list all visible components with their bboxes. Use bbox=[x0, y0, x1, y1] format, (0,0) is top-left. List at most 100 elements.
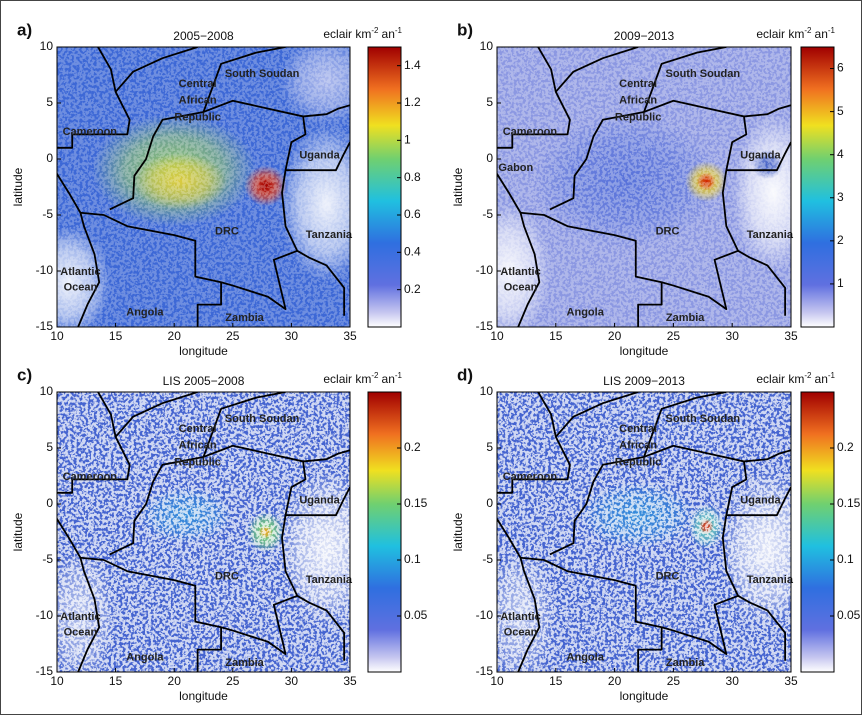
border bbox=[202, 47, 286, 113]
border bbox=[97, 47, 131, 136]
place-label: DRC bbox=[656, 571, 680, 583]
place-label: Republic bbox=[615, 111, 661, 123]
place-label: Cameroon bbox=[63, 471, 118, 483]
border bbox=[296, 250, 346, 316]
unit-part: an bbox=[382, 27, 395, 41]
map-title: 2005−2008 bbox=[173, 29, 234, 43]
unit-part: eclair km bbox=[756, 27, 804, 41]
x-tick-label: 30 bbox=[285, 674, 299, 688]
border bbox=[743, 104, 791, 118]
y-tick-label: 5 bbox=[486, 440, 493, 454]
border bbox=[303, 449, 350, 463]
speckle bbox=[57, 47, 350, 327]
place-label: Ocean bbox=[64, 627, 98, 639]
x-axis-label: longitude bbox=[620, 689, 669, 703]
border bbox=[114, 47, 198, 93]
colorbar-tick-label: 0.1 bbox=[837, 552, 854, 566]
colorbar-tick-label: 4 bbox=[837, 147, 844, 161]
unit-label: eclair km-2 an-1 bbox=[756, 26, 835, 41]
unit-label: eclair km-2 an-1 bbox=[756, 371, 835, 386]
colorbar-tick-label: 1.4 bbox=[404, 58, 421, 72]
panel-letter: c) bbox=[17, 365, 32, 384]
border bbox=[114, 392, 198, 438]
place-label: Republic bbox=[615, 456, 661, 468]
border bbox=[520, 444, 748, 655]
border bbox=[80, 444, 307, 655]
colorbar-tick-label: 1.2 bbox=[404, 95, 421, 109]
unit-part: -2 bbox=[804, 371, 812, 380]
place-label: Ocean bbox=[64, 282, 98, 294]
y-tick-label: 5 bbox=[46, 440, 53, 454]
colorbar-tick-label: 0.2 bbox=[404, 440, 421, 454]
y-axis-label: latitude bbox=[451, 512, 465, 551]
map bbox=[57, 47, 350, 327]
place-label: South Soudan bbox=[666, 413, 741, 425]
map-title: 2009−2013 bbox=[614, 29, 675, 43]
place-label: Atlantic bbox=[500, 611, 540, 623]
x-tick-label: 15 bbox=[549, 329, 563, 343]
y-tick-label: 0 bbox=[486, 151, 493, 165]
y-tick-label: -5 bbox=[482, 207, 493, 221]
unit-label: eclair km-2 an-1 bbox=[323, 26, 402, 41]
x-tick-label: 25 bbox=[226, 329, 240, 343]
x-tick-label: 10 bbox=[50, 674, 64, 688]
x-tick-label: 20 bbox=[168, 329, 182, 343]
colorbar-tick-label: 0.4 bbox=[404, 245, 421, 259]
place-label: Cameroon bbox=[503, 126, 558, 138]
y-tick-label: 5 bbox=[46, 95, 53, 109]
place-label: Gabon bbox=[498, 162, 533, 174]
place-label: South Soudan bbox=[225, 68, 300, 80]
place-label: Cameroon bbox=[503, 471, 558, 483]
border bbox=[80, 99, 307, 310]
place-label: Tanzania bbox=[306, 229, 353, 241]
border bbox=[555, 47, 639, 93]
y-tick-label: 10 bbox=[40, 39, 54, 53]
unit-part: -2 bbox=[371, 26, 379, 35]
map bbox=[497, 392, 791, 672]
map-title: LIS 2009−2013 bbox=[603, 374, 685, 388]
y-tick-label: -15 bbox=[36, 664, 54, 678]
unit-part: -2 bbox=[371, 371, 379, 380]
y-tick-label: -5 bbox=[42, 207, 53, 221]
y-tick-label: -10 bbox=[476, 608, 494, 622]
y-tick-label: 5 bbox=[486, 95, 493, 109]
plot-frame bbox=[496, 46, 792, 328]
place-label: Uganda bbox=[740, 150, 781, 162]
place-label: Tanzania bbox=[747, 229, 794, 241]
border bbox=[285, 141, 350, 172]
y-tick-label: 0 bbox=[486, 496, 493, 510]
place-label: DRC bbox=[656, 226, 680, 238]
place-label: Atlantic bbox=[60, 266, 100, 278]
map-title: LIS 2005−2008 bbox=[163, 374, 245, 388]
place-label: Uganda bbox=[299, 495, 340, 507]
x-tick-label: 15 bbox=[109, 329, 123, 343]
unit-part: -1 bbox=[828, 26, 836, 35]
colorbar-tick-label: 0.15 bbox=[837, 496, 861, 510]
place-label: Atlantic bbox=[60, 611, 100, 623]
unit-part: -1 bbox=[395, 26, 403, 35]
x-tick-label: 10 bbox=[490, 329, 504, 343]
colorbar-tick-label: 0.05 bbox=[404, 608, 428, 622]
place-label: Tanzania bbox=[747, 574, 794, 586]
x-tick-label: 20 bbox=[608, 329, 622, 343]
x-tick-label: 10 bbox=[50, 329, 64, 343]
colorbar-tick-label: 0.05 bbox=[837, 608, 861, 622]
y-tick-label: -15 bbox=[36, 319, 54, 333]
colorbar bbox=[800, 46, 835, 328]
y-tick-label: 10 bbox=[480, 39, 494, 53]
border bbox=[537, 392, 571, 481]
x-tick-label: 25 bbox=[667, 329, 681, 343]
colorbar bbox=[367, 46, 402, 328]
border bbox=[743, 449, 791, 463]
place-label: Zambia bbox=[666, 657, 705, 669]
place-label: Tanzania bbox=[306, 574, 353, 586]
colorbar-tick-label: 0.6 bbox=[404, 207, 421, 221]
border bbox=[285, 486, 350, 517]
unit-part: eclair km bbox=[323, 372, 371, 386]
unit-part: -1 bbox=[828, 371, 836, 380]
border bbox=[637, 627, 663, 672]
y-tick-label: 10 bbox=[40, 384, 54, 398]
x-axis-label: longitude bbox=[620, 344, 669, 358]
unit-part: -2 bbox=[804, 26, 812, 35]
